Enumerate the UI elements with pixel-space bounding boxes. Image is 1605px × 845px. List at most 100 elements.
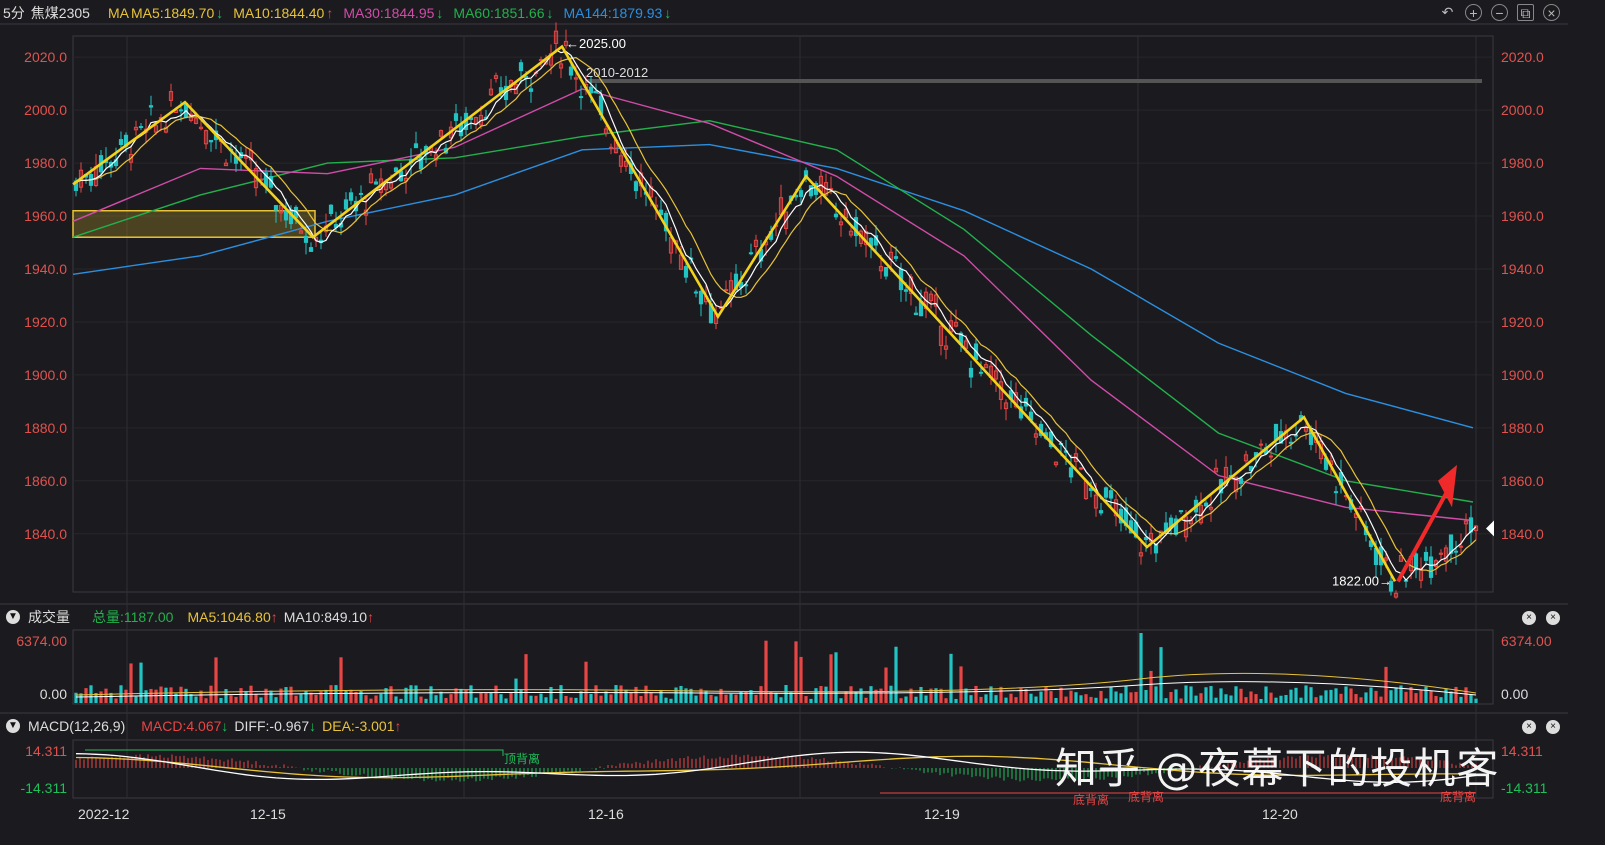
period-label[interactable]: 5分: [3, 5, 25, 21]
volume-bar: [1344, 686, 1348, 703]
volume-bar: [1444, 688, 1448, 703]
y-tick-label-left: 2020.0: [24, 49, 67, 65]
candle-body: [1393, 592, 1399, 598]
zoom-out-icon[interactable]: −: [1491, 4, 1508, 21]
volume-bar: [764, 640, 768, 703]
y-tick-label-left: 2000.0: [24, 102, 67, 118]
close-volume-icon[interactable]: ×: [1522, 611, 1536, 625]
macd-top-label-left: 14.311: [25, 743, 67, 759]
volume-bar: [394, 696, 398, 703]
volume-bar: [484, 693, 488, 703]
candle-body: [1418, 567, 1424, 581]
volume-bar: [104, 688, 108, 703]
candle-body: [658, 209, 664, 216]
candle-body: [138, 126, 144, 129]
close-panel-icon[interactable]: ×: [1546, 720, 1560, 734]
volume-bar: [609, 694, 613, 703]
candle-body: [328, 204, 334, 214]
collapse-volume-icon[interactable]: ▼: [6, 610, 20, 624]
volume-bar: [1134, 691, 1138, 703]
undo-icon[interactable]: ↶: [1441, 4, 1454, 20]
candle-body: [413, 143, 419, 149]
candle-body: [1003, 402, 1009, 410]
candle-body: [1093, 494, 1099, 509]
candle-body: [1453, 550, 1459, 553]
volume-bar: [864, 697, 868, 703]
volume-bar: [339, 657, 343, 703]
volume-bar: [444, 697, 448, 703]
y-tick-label-right: 1980.0: [1501, 155, 1544, 171]
collapse-macd-icon[interactable]: ▼: [6, 719, 20, 733]
volume-bar: [554, 698, 558, 703]
volume-bars-group: [74, 633, 1478, 703]
high-label: ←2025.00: [566, 36, 626, 51]
candle-body: [1273, 423, 1279, 441]
candle-body: [683, 266, 689, 278]
zigzag-trend-line: [72, 44, 1397, 583]
candle-body: [693, 291, 699, 294]
volume-bar: [689, 688, 693, 703]
price-panel-frame: [72, 35, 1494, 593]
volume-bar: [789, 692, 793, 703]
volume-bar: [1419, 690, 1423, 703]
arrow-down-icon: ↓: [546, 5, 554, 21]
y-tick-label-right: 2020.0: [1501, 49, 1544, 65]
volume-bar: [824, 686, 828, 703]
divergence-label: 底背离: [1440, 789, 1476, 804]
volume-bar: [1404, 691, 1408, 703]
candle-body: [883, 266, 889, 277]
candle-body: [938, 325, 944, 346]
close-macd-icon[interactable]: ×: [1522, 720, 1536, 734]
x-tick-label: 12-16: [588, 806, 624, 822]
volume-bar: [694, 695, 698, 703]
volume-bar: [659, 689, 663, 703]
settings-icon[interactable]: ⧉: [1517, 4, 1534, 21]
volume-bar: [1039, 691, 1043, 703]
symbol-label[interactable]: 焦煤2305: [30, 5, 90, 21]
candle-body: [1428, 556, 1434, 578]
zoom-in-icon[interactable]: +: [1465, 4, 1482, 21]
dea-line: [75, 755, 1476, 779]
arrow-up-icon: ↑: [394, 718, 402, 734]
volume-bar: [424, 698, 428, 703]
candle-body: [1463, 520, 1469, 525]
volume-bar: [1104, 698, 1108, 703]
macd-bottom-label-left: -14.311: [21, 780, 68, 796]
volume-bar: [1459, 696, 1463, 703]
candle-body: [608, 146, 614, 149]
candle-body: [798, 190, 804, 197]
candle-body: [723, 289, 729, 292]
volume-bar: [324, 689, 328, 703]
candle-body: [193, 118, 199, 124]
volume-bar: [1299, 697, 1303, 703]
toolbar-icons: ↶ + − ⧉ ×: [1439, 4, 1560, 21]
volume-bar: [419, 696, 423, 703]
volume-bar: [549, 686, 553, 703]
volume-bar: [404, 687, 408, 703]
candle-body: [358, 192, 364, 195]
candle-body: [573, 77, 579, 80]
volume-bar: [629, 692, 633, 703]
volume-bar: [239, 688, 243, 703]
volume-bar: [529, 695, 533, 703]
candle-body: [1078, 467, 1084, 470]
volume-bar: [1009, 693, 1013, 703]
chart-canvas[interactable]: 2020.0 2020.0 2000.0 2000.0 1980.0 1980.0 1960…: [0, 0, 1568, 826]
volume-bar: [969, 695, 973, 703]
close-icon[interactable]: ×: [1543, 4, 1560, 21]
volume-bar: [1289, 689, 1293, 703]
arrow-down-icon: ↓: [216, 5, 224, 21]
volume-bar: [1309, 687, 1313, 703]
volume-bar: [739, 691, 743, 703]
close-panel-icon[interactable]: ×: [1546, 611, 1560, 625]
volume-bar: [214, 657, 218, 703]
volume-bar: [474, 697, 478, 703]
volume-bar: [704, 690, 708, 703]
ma-value-2: MA30:1844.95: [343, 5, 435, 21]
candle-body: [1178, 510, 1184, 513]
candle-body: [1333, 491, 1339, 494]
candle-body: [1243, 454, 1249, 462]
candle-body: [903, 289, 909, 292]
candle-body: [1143, 537, 1149, 541]
candle-body: [348, 192, 354, 201]
